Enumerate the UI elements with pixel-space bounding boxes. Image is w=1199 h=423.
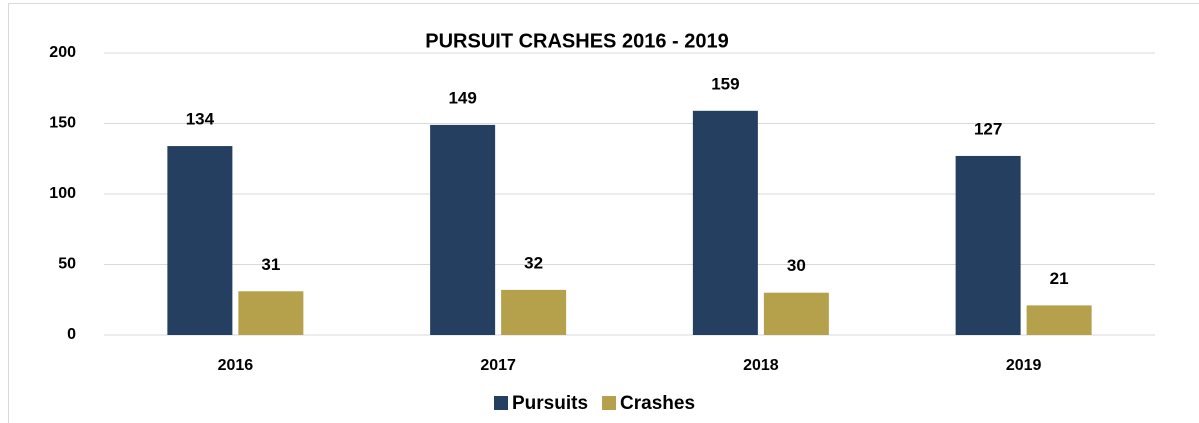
x-tick-label: 2016 <box>218 357 254 374</box>
value-label: 21 <box>1050 269 1069 288</box>
legend-label: Pursuits <box>512 393 588 414</box>
x-tick-label: 2017 <box>480 357 516 374</box>
value-label: 30 <box>787 256 806 275</box>
bar <box>238 291 304 335</box>
bar <box>1026 305 1092 335</box>
bar <box>430 124 496 335</box>
x-tick-label: 2018 <box>743 357 779 374</box>
value-label: 149 <box>448 88 476 107</box>
y-tick-label: 200 <box>49 44 76 61</box>
chart-frame <box>8 3 1199 423</box>
bar <box>763 292 829 335</box>
value-label: 134 <box>186 110 215 129</box>
value-label: 32 <box>524 253 543 272</box>
y-tick-label: 50 <box>58 256 76 273</box>
legend-swatch <box>602 396 617 410</box>
legend-label: Crashes <box>620 393 695 414</box>
value-label: 127 <box>974 119 1002 138</box>
x-tick-label: 2019 <box>1006 357 1042 374</box>
legend-swatch <box>494 396 508 410</box>
chart-title: PURSUIT CRASHES 2016 - 2019 <box>425 30 728 52</box>
bar <box>501 289 567 335</box>
y-tick-label: 100 <box>49 185 76 202</box>
bar <box>167 146 233 335</box>
bar <box>692 110 758 335</box>
value-label: 31 <box>261 255 280 274</box>
y-tick-label: 0 <box>67 326 76 343</box>
bar <box>955 155 1021 335</box>
y-tick-label: 150 <box>49 115 76 132</box>
value-label: 159 <box>711 74 739 93</box>
